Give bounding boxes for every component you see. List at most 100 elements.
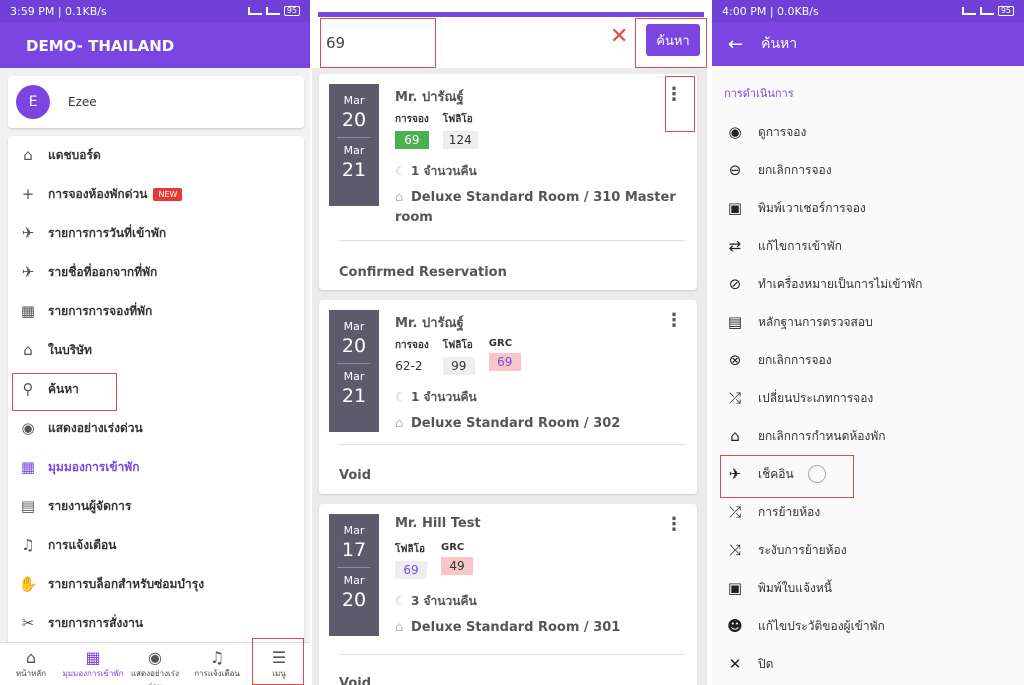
status-bar: 4:00 PM | 0.0KB/s 95 [712,0,1024,22]
nights: ☾ 1 จำนวนคืน [395,390,477,404]
back-arrow-icon[interactable]: ← [728,33,744,55]
menu-item-in-house[interactable]: ⌂ ในบริษัท [8,331,304,369]
status-bar: 3:59 PM | 0.1KB/s 95 [0,0,310,22]
clear-icon[interactable]: ✕ [610,24,629,49]
signal-icon [961,7,976,15]
action-room-move[interactable]: ⤮ การย้ายห้อง [712,493,1024,531]
close-circle-icon: ⊗ [728,351,742,369]
app-title: DEMO- THAILAND [0,22,310,68]
report-icon: ▤ [20,497,36,515]
guest-name: Mr. ปารัณฐ์ [395,316,464,331]
nav-notifications[interactable]: ♫ การแจ้งเตือน [186,643,248,685]
menu-item-search[interactable]: ⚲ ค้นหา [8,370,304,408]
folio-number: 69 [395,561,427,579]
reservation-card[interactable]: Mar 20 Mar 21 Mr. ปารัณฐ์ ⋮ การจอง 69 โฟล… [319,74,697,290]
nav-menu[interactable]: ☰ เมนู [248,643,310,685]
action-print-voucher[interactable]: ▣ พิมพ์เวาเชอร์การจอง [712,189,1024,227]
action-close[interactable]: ✕ ปิด [712,645,1024,683]
menu-item-quick-view[interactable]: ◉ แสดงอย่างเร่งด่วน [8,409,304,447]
action-unassign-room[interactable]: ⌂ ยกเลิกการกำหนดห้องพัก [712,417,1024,455]
status-icons: 95 [961,6,1014,16]
room-info: ⌂ Deluxe Standard Room / 310 Master room [395,190,676,225]
home-icon: ⌂ [730,427,740,445]
menu-item-arrivals[interactable]: ✈ รายการการวันที่เข้าพัก [8,214,304,252]
swap-icon: ⇄ [728,237,742,255]
new-badge: NEW [153,187,183,201]
plus-icon: + [21,185,35,203]
more-vert-icon[interactable]: ⋮ [665,310,683,331]
reference-fields: การจอง 69 โฟลิโอ 124 [395,112,478,149]
action-void-booking[interactable]: ⊗ ยกเลิกการจอง [712,341,1024,379]
battery-icon: 95 [997,6,1014,16]
signal-icon [265,7,280,15]
guest-name: Mr. ปารัณฐ์ [395,90,464,105]
more-vert-icon[interactable]: ⋮ [665,84,683,105]
action-stop-room-move[interactable]: ⤨ ระงับการย้ายห้อง [712,531,1024,569]
section-title: การดำเนินการ [724,87,794,100]
search-icon: ⚲ [22,380,34,398]
menu-item-notifications[interactable]: ♫ การแจ้งเตือน [8,526,304,564]
home-icon: ⌂ [23,146,33,164]
menu-item-stay-view[interactable]: ▦ มุมมองการเข้าพัก [8,448,304,486]
menu-item-quick-booking[interactable]: + การจองห้องพักด่วน NEW [8,175,304,213]
page-title: ค้นหา [761,36,798,52]
shuffle-icon: ⤮ [728,503,741,521]
action-mark-no-show[interactable]: ⊘ ทำเครื่องหมายเป็นการไม่เข้าพัก [712,265,1024,303]
menu-item-reservations[interactable]: ▦ รายการการจองที่พัก [8,292,304,330]
moon-icon: ☾ [395,390,406,404]
calendar-icon: ▦ [20,302,36,320]
nav-quick-view[interactable]: ◉แสดงอย่างเร่งด่วน [124,643,186,685]
user-card[interactable]: E Ezee [8,76,304,128]
bell-icon: ♫ [209,648,225,667]
eye-icon: ◉ [21,419,35,437]
grc-number: 49 [441,557,473,575]
home-icon: ⌂ [395,190,404,205]
menu-item-manager-report[interactable]: ▤ รายงานผู้จัดการ [8,487,304,525]
nights: ☾ 3 จำนวนคืน [395,594,477,608]
document-icon: ▤ [727,313,743,331]
menu-item-dashboard[interactable]: ⌂ แดชบอร์ด [8,136,304,174]
eye-icon: ◉ [148,648,162,667]
nav-stay-view[interactable]: ▦ มุมมองการเข้าพัก [62,648,124,679]
menu-item-work-orders[interactable]: ✂ รายการการสั่งงาน [8,604,304,642]
search-button[interactable]: ค้นหา [646,24,700,56]
search-bar: 69 ✕ ค้นหา [312,0,707,68]
printer-icon: ▣ [727,579,743,597]
actions-panel: 4:00 PM | 0.0KB/s 95 ← ค้นหา การดำเนินกา… [712,0,1024,685]
reservation-card[interactable]: Mar 17 Mar 20 Mr. Hill Test ⋮ โฟลิโอ 69 G… [319,504,697,685]
action-cancel-booking[interactable]: ⊖ ยกเลิกการจอง [712,151,1024,189]
reservation-card[interactable]: Mar 20 Mar 21 Mr. ปารัณฐ์ ⋮ การจอง 62-2 โ… [319,300,697,494]
action-change-booking-type[interactable]: ⤮ เปลี่ยนประเภทการจอง [712,379,1024,417]
minus-circle-icon: ⊖ [728,161,742,179]
menu-item-maintenance-block[interactable]: ✋ รายการบล็อกสำหรับซ่อมบำรุง [8,565,304,603]
action-check-in[interactable]: ✈ เช็คอิน [712,455,1024,493]
action-audit-trail[interactable]: ▤ หลักฐานการตรวจสอบ [712,303,1024,341]
bottom-nav: ⌂ หน้าหลัก ▦ มุมมองการเข้าพัก ◉ แสดงอย่างเร… [0,642,310,685]
calendar-icon: ▦ [85,648,101,667]
grc-number: 69 [488,353,521,371]
nights: ☾ 1 จำนวนคืน [395,164,477,178]
action-amend-stay[interactable]: ⇄ แก้ไขการเข้าพัก [712,227,1024,265]
nav-home[interactable]: ⌂ หน้าหลัก [0,643,62,685]
action-print-invoice[interactable]: ▣ พิมพ์ใบแจ้งหนี้ [712,569,1024,607]
reservation-status: Confirmed Reservation [339,265,507,280]
close-icon: ✕ [728,655,742,673]
progress-bar [318,12,704,17]
search-input[interactable]: 69 [326,34,346,52]
person-icon: ☻ [727,617,743,635]
more-vert-icon[interactable]: ⋮ [665,514,683,535]
folio-number: 99 [442,357,475,375]
house-outline-icon: ⌂ [23,341,33,359]
guest-name: Mr. Hill Test [395,516,481,531]
hand-icon: ✋ [18,575,38,593]
plane-landing-icon: ✈ [21,224,35,242]
shuffle-icon: ⤮ [728,389,741,407]
action-view-booking[interactable]: ◉ ดูการจอง [712,113,1024,151]
room-info: ⌂ Deluxe Standard Room / 302 [395,414,685,434]
moon-icon: ☾ [395,164,406,178]
calendar-grid-icon: ▦ [20,458,36,476]
menu-item-departures[interactable]: ✈ รายชื่อที่ออกจากที่พัก [8,253,304,291]
reservation-status: Void [339,676,372,685]
action-edit-guest-profile[interactable]: ☻ แก้ไขประวัติของผู้เข้าพัก [712,607,1024,645]
home-icon: ⌂ [25,648,37,667]
